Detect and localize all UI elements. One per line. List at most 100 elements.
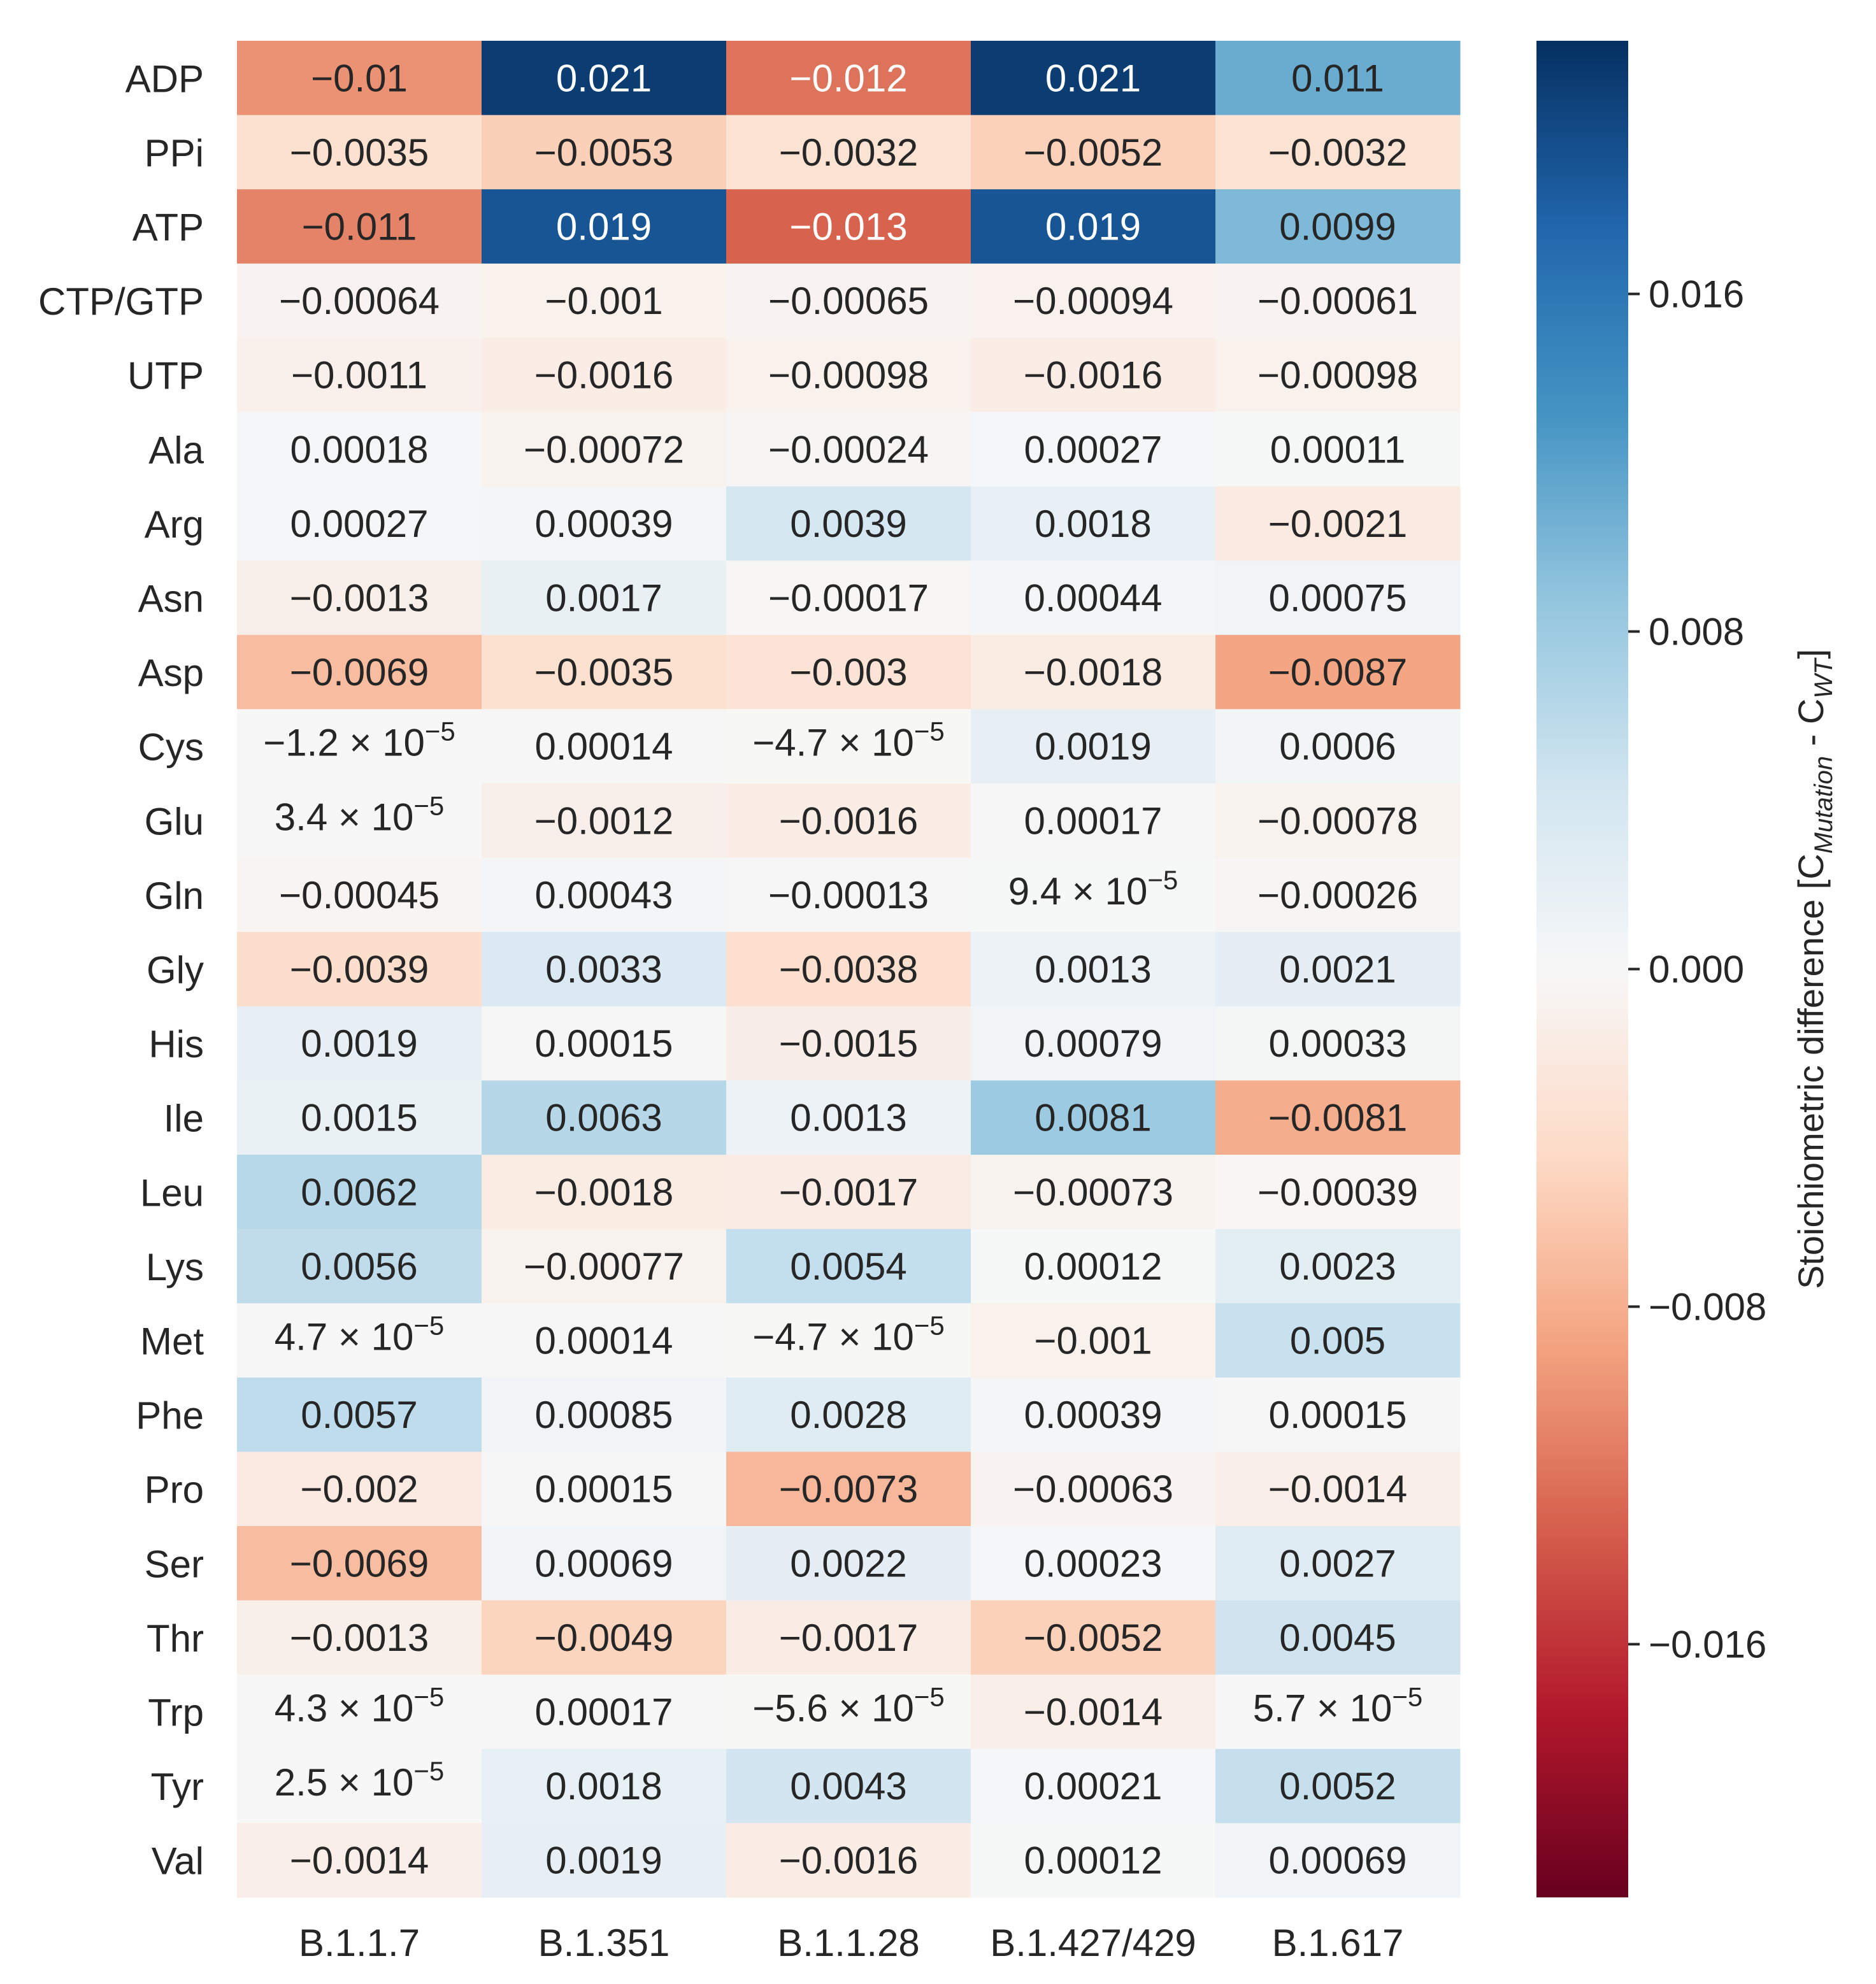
cell-value-label: 0.00015 (535, 1022, 673, 1065)
row-label: UTP (127, 355, 204, 397)
heatmap-cell (726, 1303, 971, 1378)
row-label: Ser (145, 1543, 204, 1585)
cell-value-label: −0.0014 (1024, 1691, 1163, 1734)
column-label: B.1.1.28 (777, 1922, 920, 1964)
cell-value-label: 0.00044 (1024, 577, 1163, 620)
cell-value-label: −0.0015 (779, 1022, 919, 1065)
cell-value-label: −0.00026 (1257, 874, 1418, 917)
cell-value-label: −0.00017 (768, 577, 929, 620)
heatmap-cell (237, 1080, 482, 1155)
heatmap-cell (237, 338, 482, 413)
heatmap-cell (1215, 1748, 1461, 1823)
heatmap-cell (482, 709, 727, 784)
heatmap-cell (1215, 1006, 1461, 1081)
heatmap-cell (237, 857, 482, 932)
cell-value-label: 0.0081 (1035, 1097, 1152, 1139)
heatmap-cell (971, 783, 1216, 859)
cell-value-label: 0.0023 (1279, 1245, 1396, 1288)
row-label: Phe (136, 1394, 204, 1437)
heatmap-cell (971, 338, 1216, 413)
heatmap-cell (237, 709, 482, 784)
cell-value-label: 0.00011 (1270, 428, 1405, 471)
cell-value-label: 0.0057 (301, 1394, 418, 1436)
heatmap-cell (237, 41, 482, 116)
cell-value-label: −0.0012 (534, 799, 674, 842)
row-label: Gly (147, 949, 204, 992)
cell-value-label: −0.001 (1034, 1320, 1152, 1362)
cell-value-label: 0.00012 (1024, 1839, 1163, 1882)
heatmap-cell (237, 486, 482, 561)
row-label: Pro (145, 1469, 204, 1511)
heatmap-cell (237, 1748, 482, 1823)
heatmap-cell (726, 932, 971, 1007)
cell-value-label: −0.0039 (290, 948, 429, 991)
cell-value-label: 4.7 × 10−5 (275, 1311, 444, 1359)
cell-value-label: −0.0016 (534, 354, 674, 397)
cell-value-label: −0.001 (545, 280, 662, 322)
heatmap-cell (482, 857, 727, 932)
row-label: Met (140, 1320, 204, 1363)
heatmap-cell (482, 1303, 727, 1378)
column-label: B.1.351 (538, 1922, 670, 1964)
heatmap-cell (237, 1452, 482, 1527)
heatmap-cell (1215, 263, 1461, 338)
heatmap-cell (482, 932, 727, 1007)
heatmap-cell (971, 932, 1216, 1007)
heatmap-cell (971, 115, 1216, 190)
cell-value-label: −0.0052 (1024, 131, 1163, 174)
heatmap-cell (971, 560, 1216, 636)
cell-value-label: −0.0018 (1024, 651, 1163, 694)
cell-value-label: 0.00039 (535, 503, 673, 545)
heatmap-cell (1215, 338, 1461, 413)
cell-value-label: −0.003 (789, 651, 907, 694)
cell-value-label: 0.0033 (545, 948, 662, 991)
heatmap-cells (237, 41, 1461, 1898)
heatmap-cell (237, 1006, 482, 1081)
heatmap-cell (1215, 189, 1461, 264)
heatmap-cell (237, 634, 482, 710)
heatmap-cell (1215, 857, 1461, 932)
cell-value-label: 0.0028 (790, 1394, 907, 1436)
heatmap-cell (1215, 1303, 1461, 1378)
heatmap-cell (482, 41, 727, 116)
heatmap-cell (726, 189, 971, 264)
cell-value-label: 0.0019 (1035, 725, 1152, 768)
heatmap-cell (971, 412, 1216, 487)
cell-value-label: 0.00039 (1024, 1394, 1163, 1436)
heatmap-cell (726, 709, 971, 784)
cell-value-label: −0.00063 (1013, 1468, 1173, 1511)
cell-value-label: 0.0017 (545, 577, 662, 620)
cell-value-label: −0.0021 (1268, 503, 1408, 545)
cell-value-label: 0.0056 (301, 1245, 418, 1288)
heatmap-cell (971, 1452, 1216, 1527)
heatmap-cell (726, 1823, 971, 1898)
cell-value-label: −0.0069 (290, 1542, 429, 1585)
heatmap-cell (482, 1748, 727, 1823)
heatmap-cell (726, 115, 971, 190)
heatmap-cell (726, 857, 971, 932)
cell-value-label: 0.0045 (1279, 1616, 1396, 1659)
heatmap-cell (726, 1006, 971, 1081)
heatmap-cell (726, 263, 971, 338)
cell-value-label: 0.005 (1290, 1320, 1386, 1362)
heatmap-cell (726, 634, 971, 710)
heatmap-cell (971, 486, 1216, 561)
heatmap-cell (237, 1526, 482, 1601)
heatmap-cell (482, 1823, 727, 1898)
cell-value-label: 0.011 (1291, 57, 1384, 99)
heatmap-cell (237, 1155, 482, 1230)
cell-value-label: −0.0014 (1268, 1468, 1408, 1511)
colorbar-tick-label: 0.000 (1649, 948, 1744, 991)
heatmap-cell (971, 1006, 1216, 1081)
row-label: Tyr (151, 1766, 204, 1808)
heatmap-cell (482, 189, 727, 264)
cell-value-label: −0.0087 (1268, 651, 1408, 694)
heatmap-cell (971, 1229, 1216, 1304)
heatmap-cell (237, 1303, 482, 1378)
heatmap-cell (482, 1452, 727, 1527)
cell-value-label: 0.0019 (301, 1022, 418, 1065)
cell-value-label: 0.00017 (535, 1691, 673, 1734)
cell-value-label: −0.0017 (779, 1616, 919, 1659)
cell-value-label: 0.0018 (545, 1765, 662, 1808)
